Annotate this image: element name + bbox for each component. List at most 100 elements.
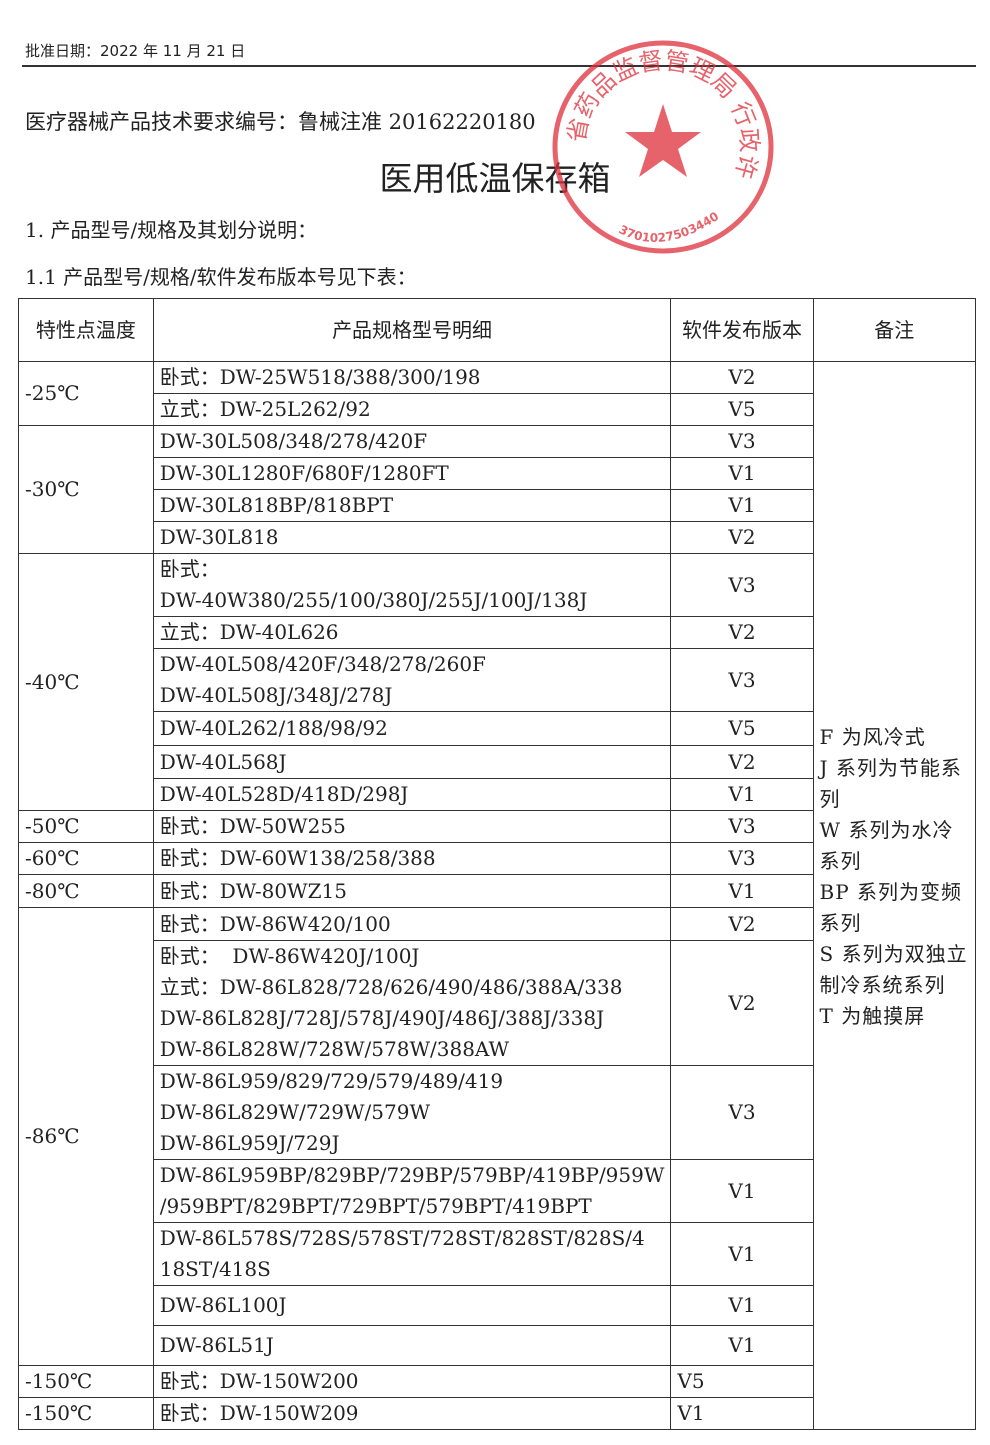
temperature-cell: -50℃ — [18, 810, 154, 843]
spec-line: 卧式：DW-25W518/388/300/198 — [159, 365, 481, 389]
note-line: S 系列为双独立制冷系统系列 — [819, 942, 968, 997]
spec-cell: 卧式： DW-40W380/255/100/380J/255J/100J/138J — [152, 553, 672, 617]
subsection-heading: 1.1 产品型号/规格/软件发布版本号见下表： — [25, 265, 417, 289]
version-cell: V2 — [670, 521, 814, 554]
spec-cell: 立式：DW-25L262/92 — [152, 393, 672, 426]
table-row: DW-86L51J V1 — [19, 1325, 976, 1366]
spec-line: 卧式：DW-80WZ15 — [159, 878, 347, 903]
temperature-cell: -80℃ — [18, 874, 154, 908]
spec-cell: DW-40L568J — [152, 745, 672, 779]
spec-line: DW-86L959/829/729/579/489/419 — [159, 1069, 504, 1093]
section-heading: 1. 产品型号/规格及其划分说明： — [25, 218, 318, 242]
version-cell: V5 — [670, 393, 814, 426]
spec-line: DW-40L508J/348J/278J — [159, 683, 393, 707]
temperature-cell: -25℃ — [18, 361, 154, 426]
temperature-cell: -40℃ — [18, 553, 154, 811]
table-row: DW-86L578S/728S/578ST/728ST/828ST/828S/4… — [19, 1222, 976, 1286]
spec-cell: DW-40L528D/418D/298J — [152, 778, 672, 811]
spec-line: DW-40L262/188/98/92 — [159, 716, 388, 740]
spec-line: DW-40W380/255/100/380J/255J/100J/138J — [159, 588, 588, 612]
version-cell: V2 — [670, 745, 814, 779]
version-cell: V2 — [670, 907, 814, 941]
spec-line: DW-30L508/348/278/420F — [159, 429, 428, 453]
table-row: DW-86L100J V1 — [19, 1285, 976, 1326]
column-header: 特性点温度 — [18, 298, 154, 362]
spec-line: 卧式：DW-60W138/258/388 — [159, 846, 436, 870]
version-cell: V1 — [670, 489, 814, 522]
spec-cell: DW-30L818BP/818BPT — [152, 489, 672, 522]
table-row: DW-30L818 V2 — [19, 521, 976, 554]
temperature-cell: -150℃ — [18, 1365, 154, 1398]
spec-line: DW-86L828J/728J/578J/490J/486J/388J/338J — [159, 1006, 605, 1030]
version-cell: V3 — [670, 842, 814, 875]
column-header: 软件发布版本 — [670, 298, 814, 362]
version-cell: V5 — [670, 711, 814, 746]
spec-line: DW-30L1280F/680F/1280FT — [159, 461, 449, 485]
note-line: W 系列为水冷系列 — [819, 818, 954, 873]
version-cell: V2 — [670, 361, 814, 394]
column-header: 产品规格型号明细 — [152, 298, 672, 362]
table-row: -60℃ 卧式：DW-60W138/258/388 V3 — [18, 842, 976, 875]
note-line: T 为触摸屏 — [819, 1004, 926, 1028]
document-title: 医用低温保存箱 — [379, 159, 611, 198]
header-divider — [22, 65, 976, 67]
spec-cell: DW-30L818 — [152, 521, 672, 554]
version-cell: V3 — [670, 553, 814, 617]
spec-line: /959BPT/829BPT/729BPT/579BPT/419BPT — [159, 1194, 592, 1218]
version-cell: V5 — [670, 1365, 814, 1398]
version-cell: V1 — [670, 1325, 814, 1366]
spec-cell: DW-86L100J — [152, 1285, 672, 1326]
spec-line: 18ST/418S — [159, 1257, 271, 1281]
table-row: 立式：DW-25L262/92 V5 — [19, 393, 976, 426]
table-row: DW-86L959/829/729/579/489/419 DW-86L829W/… — [19, 1065, 976, 1160]
spec-cell: 卧式：DW-80WZ15 — [152, 874, 672, 908]
spec-line: 卧式： — [159, 557, 220, 581]
version-cell: V2 — [670, 616, 814, 649]
version-cell: V3 — [670, 425, 814, 458]
temperature-cell: -86℃ — [18, 907, 154, 1366]
spec-cell: DW-86L51J — [152, 1325, 672, 1366]
table-row: DW-40L568J V2 — [19, 745, 976, 779]
version-cell: V1 — [670, 457, 814, 490]
approval-date: 批准日期：2022 年 11 月 21 日 — [25, 42, 246, 60]
table-row: -25℃ 卧式：DW-25W518/388/300/198 V2 F 为风冷式 J 系列… — [18, 361, 977, 1430]
spec-cell: DW-86L959/829/729/579/489/419 DW-86L829W/… — [152, 1065, 672, 1160]
spec-line: DW-30L818BP/818BPT — [159, 493, 394, 517]
column-header: 备注 — [812, 298, 977, 362]
version-cell: V3 — [670, 648, 814, 712]
note-line: F 为风冷式 — [819, 725, 926, 749]
spec-cell: 立式：DW-40L626 — [152, 616, 672, 649]
temperature-cell: -60℃ — [18, 842, 154, 875]
spec-cell: 卧式：DW-25W518/388/300/198 — [152, 361, 672, 394]
table-row: DW-30L818BP/818BPT V1 — [19, 489, 976, 522]
table-row: -40℃ 卧式： DW-40W380/255/100/380J/255J/100J/… — [18, 553, 976, 811]
spec-line: DW-86L578S/728S/578ST/728ST/828ST/828S/4 — [159, 1226, 645, 1250]
spec-cell: 卧式：DW-150W200 — [152, 1365, 672, 1398]
model-table: 特性点温度 产品规格型号明细 软件发布版本 备注 -25℃ 卧式：DW-25W518/3… — [18, 298, 977, 1430]
temperature-cell: -30℃ — [18, 425, 154, 554]
temperature-cell: -150℃ — [18, 1397, 154, 1430]
spec-cell: 卧式：DW-150W209 — [152, 1397, 672, 1430]
spec-line: DW-40L508/420F/348/278/260F — [159, 652, 486, 676]
table-row: DW-40L262/188/98/92 V5 — [19, 711, 976, 746]
table-row: -150℃ 卧式：DW-150W200 V5 — [18, 1365, 976, 1398]
version-cell: V1 — [670, 1159, 814, 1223]
spec-cell: DW-86L578S/728S/578ST/728ST/828ST/828S/4… — [152, 1222, 672, 1286]
spec-line: 卧式：DW-86W420/100 — [159, 911, 391, 936]
version-cell: V2 — [670, 940, 814, 1066]
spec-line: 卧式： DW-86W420J/100J — [159, 944, 420, 968]
spec-line: 立式：DW-40L626 — [159, 620, 339, 644]
spec-line: DW-40L568J — [159, 749, 287, 774]
version-cell: V1 — [670, 778, 814, 811]
version-cell: V3 — [670, 1065, 814, 1160]
standard-number: 医疗器械产品技术要求编号：鲁械注准 20162220180 — [25, 110, 536, 134]
spec-line: 立式：DW-25L262/92 — [159, 397, 371, 421]
spec-cell: 卧式：DW-50W255 — [152, 810, 672, 843]
spec-line: DW-86L959BP/829BP/729BP/579BP/419BP/959W — [159, 1163, 665, 1187]
note-line: BP 系列为变频系列 — [819, 880, 963, 935]
spec-line: 立式：DW-86L828/728/626/490/486/388A/338 — [159, 975, 623, 999]
spec-line: DW-86L51J — [159, 1333, 274, 1357]
spec-cell: 卧式： DW-86W420J/100J 立式：DW-86L828/728/626/… — [152, 940, 672, 1066]
table-row: -150℃ 卧式：DW-150W209 V1 — [18, 1397, 976, 1430]
